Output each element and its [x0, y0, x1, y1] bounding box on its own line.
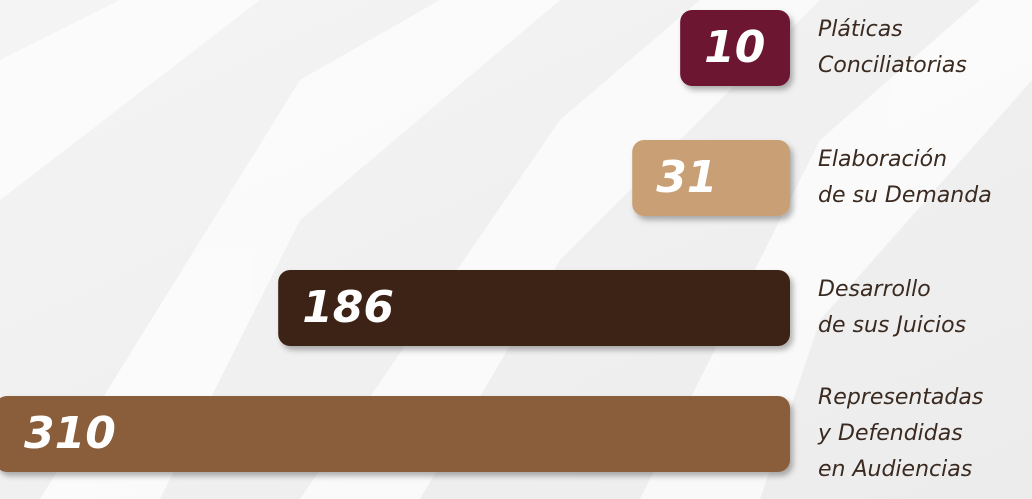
bar [680, 10, 790, 86]
value-label: 10 [704, 22, 765, 73]
category-label: en Audiencias [818, 457, 972, 482]
category-label: Representadas [818, 385, 983, 410]
category-label: de su Demanda [818, 183, 992, 208]
category-label: Conciliatorias [818, 53, 967, 78]
value-label: 31 [656, 152, 717, 203]
value-label: 186 [302, 282, 394, 333]
value-label: 310 [24, 408, 116, 459]
category-label: Desarrollo [818, 277, 931, 302]
category-label: y Defendidas [817, 421, 963, 446]
bars: 10 Pláticas Conciliatorias 31 Elaboración de … [0, 10, 992, 482]
bar [632, 140, 790, 216]
category-label: Pláticas [818, 17, 903, 42]
category-label: de sus Juicios [818, 313, 966, 338]
bar [0, 396, 790, 472]
category-label: Elaboración [818, 147, 947, 172]
bar [278, 270, 790, 346]
